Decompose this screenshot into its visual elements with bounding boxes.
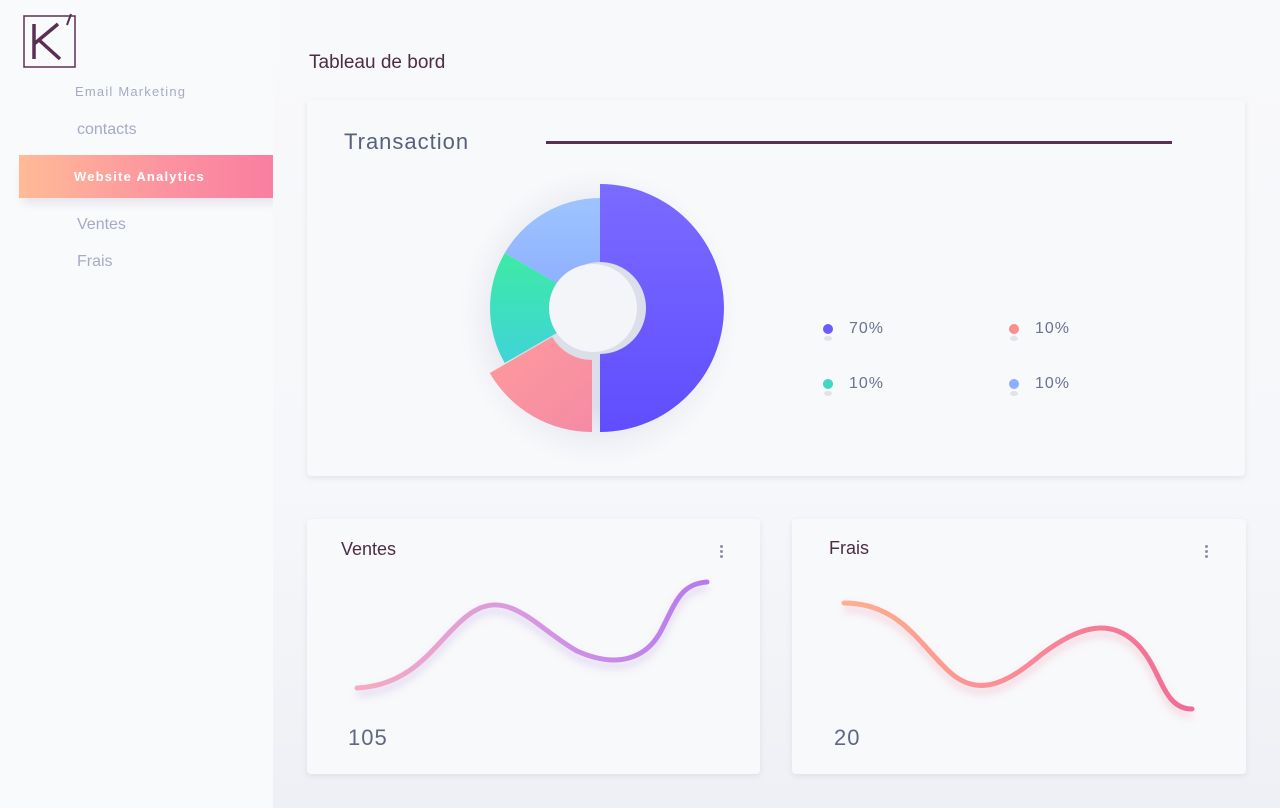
sidebar-item-contacts[interactable]: contacts xyxy=(77,121,137,138)
kebab-icon[interactable] xyxy=(1205,545,1209,561)
donut-slice-blue xyxy=(504,198,600,285)
legend-label: 10% xyxy=(1035,320,1071,337)
sidebar-item-ventes[interactable]: Ventes xyxy=(77,216,126,233)
legend-label: 70% xyxy=(849,320,885,337)
sidebar-item-email-marketing[interactable]: Email Marketing xyxy=(75,84,187,99)
legend-label: 10% xyxy=(849,375,885,392)
transaction-title: Transaction xyxy=(344,129,470,154)
ventes-value: 105 xyxy=(348,725,388,750)
transaction-card: Transaction xyxy=(307,100,1245,476)
sparkline-shadow xyxy=(843,605,1193,719)
frais-value: 20 xyxy=(834,725,861,750)
donut-slice-pink xyxy=(489,337,592,432)
legend-dot xyxy=(823,324,833,341)
donut-hole xyxy=(549,264,637,352)
brand-logo[interactable] xyxy=(22,13,78,69)
kebab-icon[interactable] xyxy=(720,545,724,561)
ventes-sparkline xyxy=(354,579,710,698)
legend-dot xyxy=(1009,379,1019,396)
donut-slice-green xyxy=(490,253,561,363)
page-title: Tableau de bord xyxy=(309,52,446,73)
sidebar: Email Marketing contacts Website Analyti… xyxy=(0,0,282,808)
ventes-card: Ventes 105 xyxy=(307,519,760,774)
frais-title: Frais xyxy=(829,538,869,558)
sidebar-item-website-analytics[interactable]: Website Analytics xyxy=(19,155,282,198)
legend-dot xyxy=(823,379,833,396)
sidebar-item-label: Website Analytics xyxy=(74,169,205,184)
ventes-title: Ventes xyxy=(341,539,397,559)
legend-label: 10% xyxy=(1035,375,1071,392)
donut-chart xyxy=(459,170,737,468)
frais-sparkline xyxy=(841,600,1195,719)
frais-card: Frais 20 xyxy=(792,519,1246,774)
sparkline-line xyxy=(841,600,1195,712)
sidebar-item-frais[interactable]: Frais xyxy=(77,253,113,270)
legend-dot xyxy=(1009,324,1019,341)
title-divider xyxy=(546,141,1172,144)
sparkline-shadow xyxy=(356,584,708,698)
sparkline-line xyxy=(354,579,710,691)
donut-slice-purple xyxy=(600,184,724,432)
